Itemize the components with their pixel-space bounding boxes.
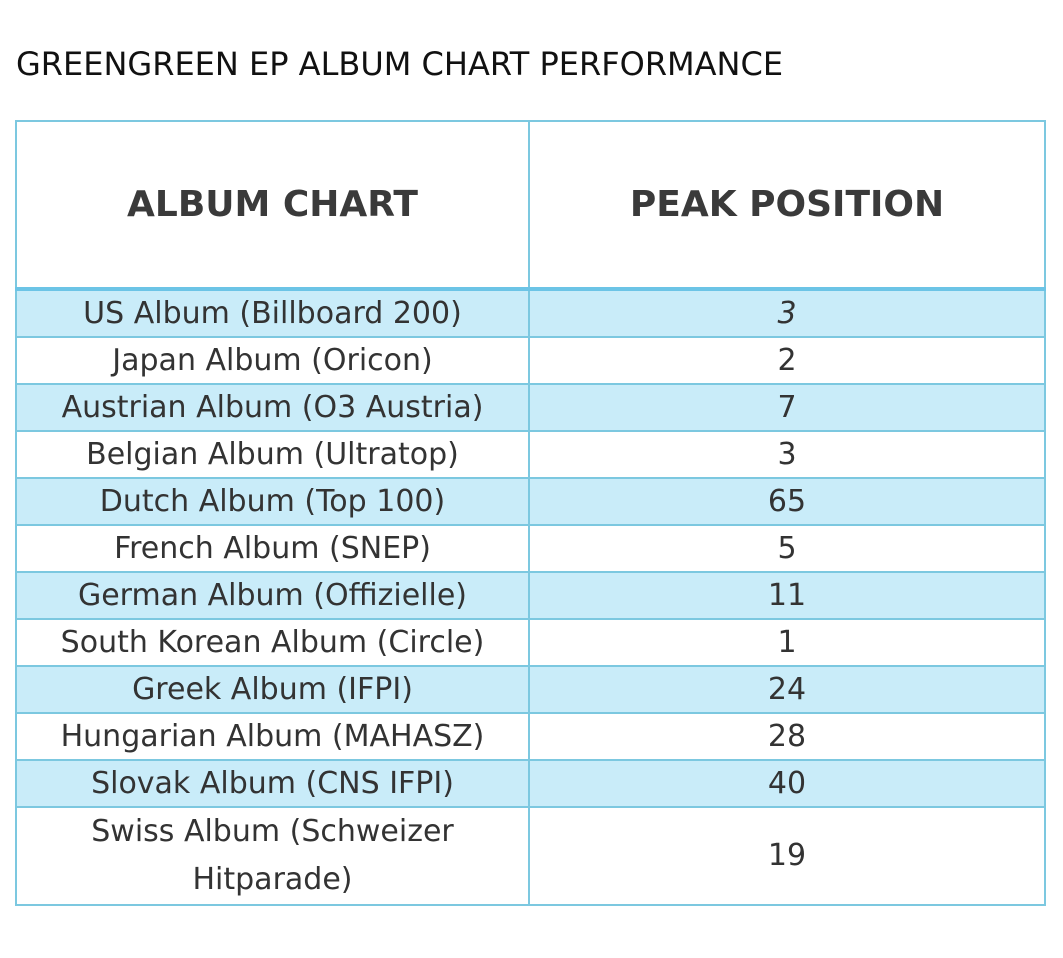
page-title: GREENGREEN EP ALBUM CHART PERFORMANCE: [16, 45, 784, 83]
column-header-peak-position: PEAK POSITION: [528, 120, 1046, 291]
table-row: Swiss Album (Schweizer Hitparade) 19: [15, 806, 1046, 906]
album-chart-cell: Greek Album (IFPI): [15, 665, 530, 714]
table-row: South Korean Album (Circle) 1: [15, 618, 1046, 667]
peak-position-cell: 65: [528, 477, 1046, 526]
album-chart-cell: Hungarian Album (MAHASZ): [15, 712, 530, 761]
album-chart-cell: US Album (Billboard 200): [15, 288, 530, 338]
album-chart-cell: South Korean Album (Circle): [15, 618, 530, 667]
album-chart-cell: Belgian Album (Ultratop): [15, 430, 530, 479]
peak-position-cell: 40: [528, 759, 1046, 808]
album-chart-cell: German Album (Offizielle): [15, 571, 530, 620]
table-header-row: ALBUM CHART PEAK POSITION: [15, 120, 1046, 291]
album-chart-cell: Japan Album (Oricon): [15, 336, 530, 385]
table-row: Greek Album (IFPI) 24: [15, 665, 1046, 714]
column-header-album-chart: ALBUM CHART: [15, 120, 530, 291]
table-row: German Album (Offizielle) 11: [15, 571, 1046, 620]
album-chart-cell: Dutch Album (Top 100): [15, 477, 530, 526]
peak-position-cell: 1: [528, 618, 1046, 667]
album-chart-cell: Austrian Album (O3 Austria): [15, 383, 530, 432]
table-row: Austrian Album (O3 Austria) 7: [15, 383, 1046, 432]
peak-position-cell: 3: [528, 430, 1046, 479]
table-row: Hungarian Album (MAHASZ) 28: [15, 712, 1046, 761]
peak-position-cell: 3: [528, 288, 1046, 338]
peak-position-cell: 11: [528, 571, 1046, 620]
peak-position-cell: 2: [528, 336, 1046, 385]
album-chart-cell: Swiss Album (Schweizer Hitparade): [15, 806, 530, 906]
peak-position-cell: 28: [528, 712, 1046, 761]
table-row: Japan Album (Oricon) 2: [15, 336, 1046, 385]
peak-position-cell: 7: [528, 383, 1046, 432]
album-chart-cell: French Album (SNEP): [15, 524, 530, 573]
table-row: Slovak Album (CNS IFPI) 40: [15, 759, 1046, 808]
table-row: Dutch Album (Top 100) 65: [15, 477, 1046, 526]
chart-table: ALBUM CHART PEAK POSITION US Album (Bill…: [15, 120, 1046, 906]
peak-position-cell: 5: [528, 524, 1046, 573]
table-row: US Album (Billboard 200) 3: [15, 288, 1046, 338]
album-chart-cell: Slovak Album (CNS IFPI): [15, 759, 530, 808]
peak-position-cell: 19: [528, 806, 1046, 906]
table-row: French Album (SNEP) 5: [15, 524, 1046, 573]
peak-position-cell: 24: [528, 665, 1046, 714]
table-row: Belgian Album (Ultratop) 3: [15, 430, 1046, 479]
